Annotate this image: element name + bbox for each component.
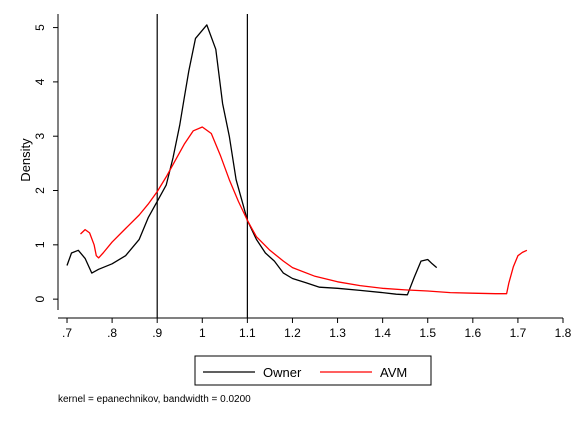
x-tick-label: .9 — [152, 326, 162, 340]
y-tick-label: 1 — [33, 241, 47, 248]
y-axis-title: Density — [18, 138, 33, 182]
x-tick-label: .8 — [107, 326, 117, 340]
legend-box — [194, 355, 432, 386]
legend-label-owner: Owner — [263, 365, 302, 380]
x-tick-label: 1.3 — [329, 326, 346, 340]
y-tick-label: 5 — [33, 24, 47, 31]
x-tick-label: 1.8 — [555, 326, 572, 340]
plot-area — [66, 14, 528, 318]
kernel-note: kernel = epanechnikov, bandwidth = 0.020… — [58, 394, 251, 405]
x-tick-label: 1.5 — [419, 326, 436, 340]
y-tick-label: 4 — [33, 78, 47, 85]
legend-label-avm: AVM — [380, 365, 407, 380]
series-line-avm — [80, 126, 528, 295]
x-tick-label: 1.6 — [464, 326, 481, 340]
series-line-owner — [66, 24, 438, 296]
y-tick-label: 0 — [33, 295, 47, 302]
legend: Owner AVM — [194, 355, 432, 386]
x-tick-label: 1.1 — [239, 326, 256, 340]
axes: 0 1 2 3 4 5 .7 .8 .9 1 1.1 1.2 1.3 1.4 1.5 1.6 1.7 1.8 — [33, 14, 572, 340]
x-tick-label: 1.2 — [284, 326, 301, 340]
y-tick-label: 2 — [33, 187, 47, 194]
y-tick-label: 3 — [33, 133, 47, 140]
x-tick-label: .7 — [62, 326, 72, 340]
x-tick-label: 1.7 — [510, 326, 527, 340]
x-tick-label: 1.4 — [374, 326, 391, 340]
x-tick-label: 1 — [199, 326, 206, 340]
